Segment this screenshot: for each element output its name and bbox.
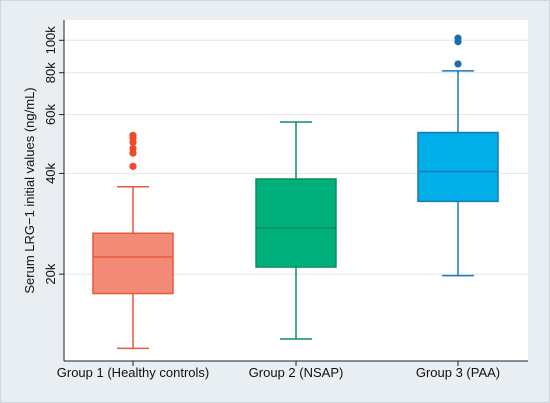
outlier-point <box>129 144 137 153</box>
x-tick-label: Group 2 (NSAP) <box>249 365 344 380</box>
outlier-point <box>454 34 462 42</box>
y-axis-title: Serum LRG−1 initial values (ng/mL) <box>22 87 37 293</box>
box-group <box>92 131 174 350</box>
y-tick-label: 40k <box>43 162 58 183</box>
x-tick-label: Group 3 (PAA) <box>416 365 500 380</box>
iqr-box <box>417 131 499 203</box>
outlier-point <box>129 162 137 170</box>
boxes <box>92 34 499 350</box>
y-tick-label: 20k <box>43 263 58 284</box>
outlier-point <box>129 131 137 139</box>
axes: 20k 40k 60k 80k 100k Group 1 (Healthy control… <box>43 20 528 380</box>
y-tick-label: 100k <box>43 26 58 55</box>
y-tick-label: 80k <box>43 62 58 83</box>
y-tick-label: 60k <box>43 104 58 125</box>
iqr-box <box>255 178 337 268</box>
outlier-point <box>454 60 462 68</box>
iqr-box <box>92 232 174 295</box>
box-group <box>417 34 499 277</box>
box-group <box>255 121 337 340</box>
x-tick-label: Group 1 (Healthy controls) <box>57 365 209 380</box>
